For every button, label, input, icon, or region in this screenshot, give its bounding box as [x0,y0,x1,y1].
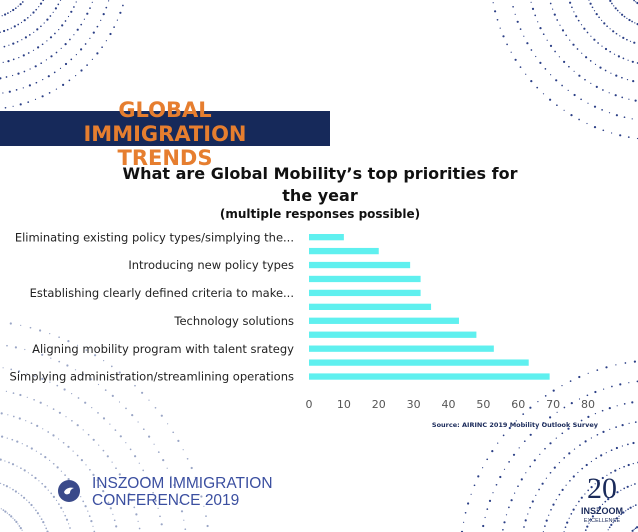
logo-brand: INSZOOM [581,506,623,516]
x-tick-label: 0 [306,398,313,411]
bar [309,359,529,366]
logo-number: 20 [587,472,617,505]
x-tick-label: 20 [372,398,386,411]
x-tick-label: 10 [337,398,351,411]
bar [309,345,494,352]
category-label: Aligning mobility program with talent sr… [32,342,294,356]
category-label: Eliminating existing policy types/simply… [15,230,294,244]
page-title: GLOBAL IMMIGRATION TRENDS [45,98,285,170]
source-note: Source: AIRINC 2019 Mobility Outlook Sur… [431,421,598,429]
x-tick-label: 70 [546,398,560,411]
title-banner [0,111,330,146]
x-tick-label: 50 [476,398,490,411]
category-label: Simplying administration/streamlining op… [10,370,294,384]
category-label: Introducing new policy types [128,258,294,272]
category-label: Technology solutions [173,314,294,328]
x-tick-label: 30 [407,398,421,411]
inszoom-20-logo: 20 INSZOOM EXCELLENCE [581,472,623,524]
bar [309,373,550,380]
bar [309,317,459,324]
conference-line2: CONFERENCE 2019 [92,492,240,509]
page-title-line2: TRENDS [117,146,213,170]
x-tick-label: 60 [511,398,525,411]
x-tick-label: 40 [442,398,456,411]
category-label: Establishing clearly defined criteria to… [30,286,294,300]
bar [309,234,344,241]
bar [309,331,477,338]
bar [309,247,379,255]
chart-title: What are Global Mobility’s top prioritie… [122,164,518,205]
page-title-line1: GLOBAL IMMIGRATION [83,98,247,146]
dove-icon [58,480,80,502]
bar [309,261,411,269]
conference-name: INSZOOM IMMIGRATION CONFERENCE 2019 [92,475,273,509]
bar [309,275,421,283]
bar [309,289,421,297]
bar [309,303,432,310]
conference-line1: INSZOOM IMMIGRATION [92,475,273,492]
logo-tagline: EXCELLENCE [584,518,621,524]
x-tick-label: 80 [581,398,595,411]
chart-subtitle: (multiple responses possible) [219,207,421,221]
